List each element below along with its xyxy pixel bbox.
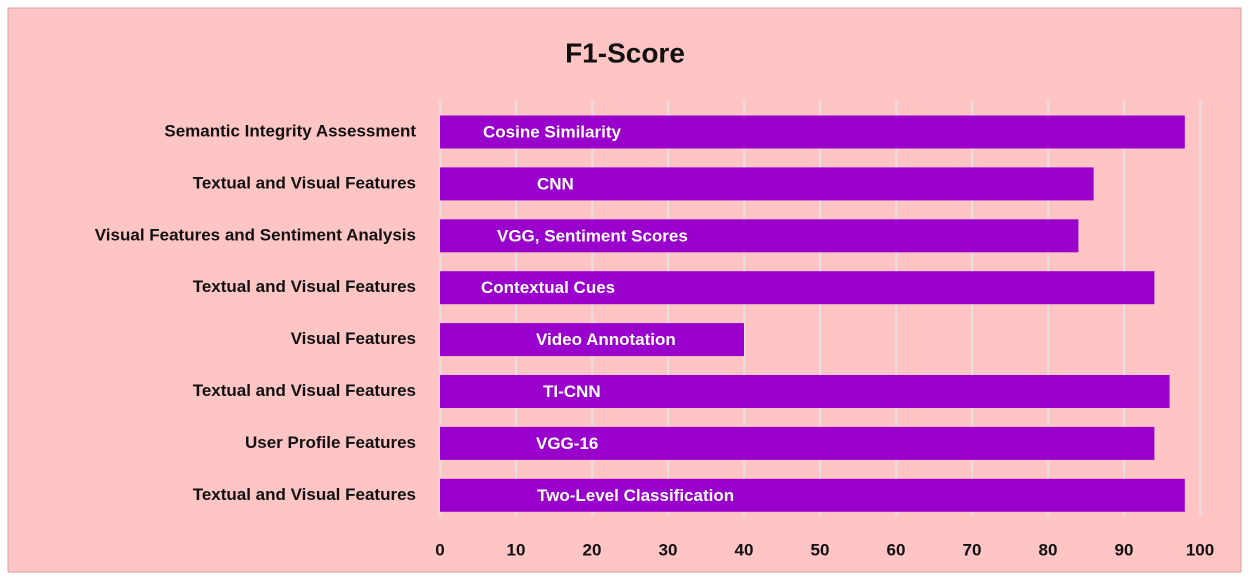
x-tick-label: 80	[1039, 540, 1058, 559]
x-tick-label: 40	[735, 540, 754, 559]
bar	[440, 219, 1079, 253]
x-tick-label: 90	[1115, 540, 1134, 559]
y-tick-label: User Profile Features	[245, 433, 416, 452]
bar-label: VGG, Sentiment Scores	[497, 226, 688, 245]
chart-title: F1-Score	[565, 37, 685, 68]
bar-label: Video Annotation	[536, 330, 676, 349]
bar	[440, 271, 1155, 305]
y-tick-label: Textual and Visual Features	[193, 277, 416, 296]
x-tick-label: 60	[887, 540, 906, 559]
bar	[440, 115, 1185, 149]
x-tick-label: 10	[507, 540, 526, 559]
y-tick-label: Textual and Visual Features	[193, 173, 416, 192]
x-tick-label: 50	[811, 540, 830, 559]
x-tick-label: 20	[583, 540, 602, 559]
bar	[440, 323, 744, 357]
bar-label: VGG-16	[536, 434, 598, 453]
bar	[440, 426, 1155, 460]
x-tick-label: 0	[435, 540, 444, 559]
y-tick-label: Textual and Visual Features	[193, 381, 416, 400]
x-tick-label: 100	[1186, 540, 1214, 559]
bar	[440, 167, 1094, 201]
bar-label: Cosine Similarity	[483, 122, 621, 141]
x-tick-label: 70	[963, 540, 982, 559]
y-tick-label: Visual Features	[291, 329, 416, 348]
bar-label: Contextual Cues	[481, 278, 615, 297]
bar	[440, 478, 1185, 512]
bar-label: TI-CNN	[543, 382, 601, 401]
bar-label: CNN	[537, 174, 574, 193]
y-tick-label: Textual and Visual Features	[193, 485, 416, 504]
bar-label: Two-Level Classification	[537, 486, 734, 505]
y-tick-label: Visual Features and Sentiment Analysis	[95, 225, 416, 244]
bar	[440, 375, 1170, 408]
y-tick-label: Semantic Integrity Assessment	[164, 121, 416, 140]
x-tick-label: 30	[659, 540, 678, 559]
